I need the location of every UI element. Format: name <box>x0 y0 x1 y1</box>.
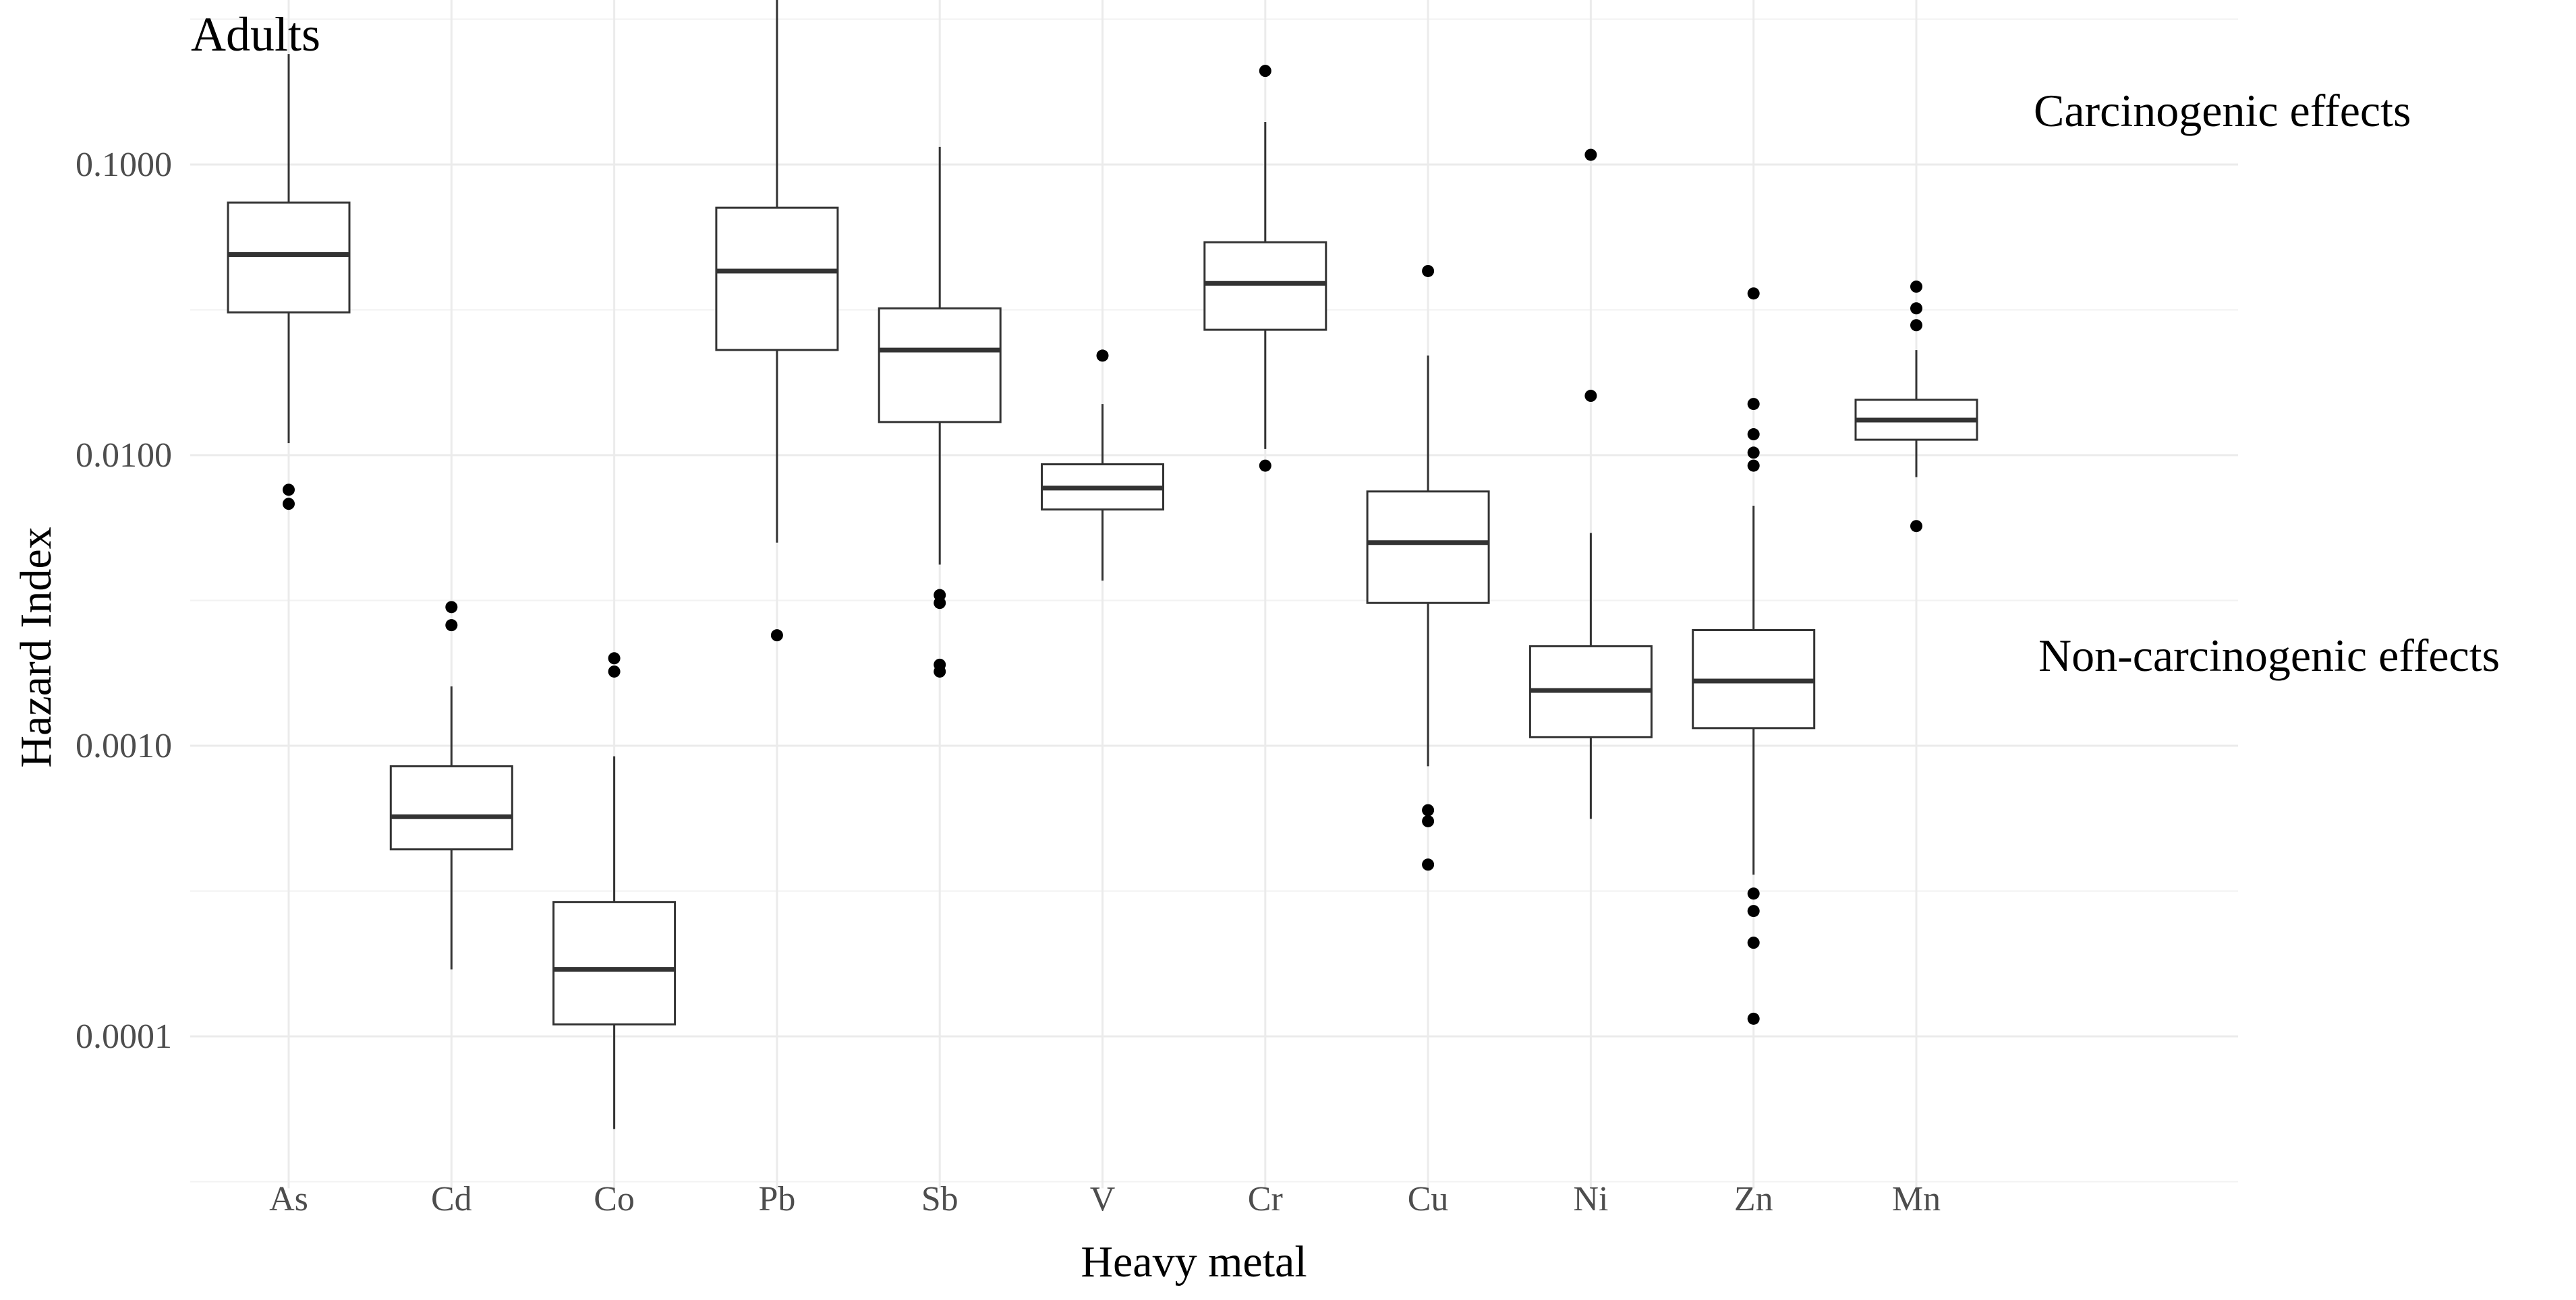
y-tick-label: 0.0001 <box>76 1017 172 1056</box>
box-v <box>1041 349 1164 581</box>
outlier-point <box>283 498 295 510</box>
x-axis-title: Heavy metal <box>1081 1237 1307 1287</box>
x-tick-label: Sb <box>921 1180 958 1218</box>
x-tick-label: Zn <box>1734 1180 1773 1218</box>
outlier-point <box>934 658 946 671</box>
outlier-point <box>608 652 621 665</box>
box-co <box>552 652 677 1129</box>
outlier-point <box>1096 349 1109 362</box>
outlier-point <box>1422 815 1435 827</box>
x-tick-label: V <box>1090 1180 1116 1218</box>
box-iqr <box>1366 490 1490 604</box>
x-tick-label: Cu <box>1408 1180 1449 1218</box>
outlier-point <box>1910 520 1922 533</box>
box-iqr <box>1203 241 1327 331</box>
outlier-point <box>608 665 621 678</box>
outlier-point <box>1422 804 1435 817</box>
x-tick-label: Mn <box>1892 1180 1941 1218</box>
boxes <box>227 0 1978 1129</box>
outlier-point <box>934 589 946 601</box>
x-tick-label: Cd <box>431 1180 472 1218</box>
box-as <box>227 54 351 510</box>
outlier-point <box>1747 937 1760 949</box>
x-tick-label: Cr <box>1248 1180 1283 1218</box>
outlier-point <box>1910 280 1922 293</box>
box-iqr <box>389 765 513 851</box>
x-tick-label: Pb <box>758 1180 795 1218</box>
y-tick-label: 0.0010 <box>76 727 172 765</box>
grid <box>190 0 2238 1189</box>
box-sb <box>878 146 1002 678</box>
box-ni <box>1528 148 1653 819</box>
box-iqr <box>552 901 677 1026</box>
x-tick-label: Ni <box>1573 1180 1608 1218</box>
outlier-point <box>1747 887 1760 900</box>
outlier-point <box>1747 905 1760 918</box>
outlier-point <box>1747 459 1760 472</box>
chart-title: Adults <box>191 7 320 61</box>
outlier-point <box>1747 287 1760 300</box>
outlier-point <box>1422 858 1435 871</box>
outlier-point <box>1747 428 1760 441</box>
annotation-carcinogenic: Carcinogenic effects <box>2034 85 2411 136</box>
box-pb <box>715 0 839 642</box>
outlier-point <box>1259 459 1271 472</box>
outlier-point <box>1910 302 1922 315</box>
outlier-point <box>1747 1012 1760 1025</box>
y-tick-label: 0.0100 <box>76 436 172 475</box>
y-tick-label: 0.1000 <box>76 146 172 184</box>
box-zn <box>1692 287 1816 1025</box>
box-mn <box>1854 280 1978 533</box>
outlier-point <box>283 483 295 496</box>
x-axis-ticks: As Cd Co Pb Sb V Cr Cu Ni Zn Mn <box>269 1180 1941 1218</box>
outlier-point <box>1584 390 1597 403</box>
y-axis-title: Hazard Index <box>11 527 61 767</box>
outlier-point <box>1584 148 1597 161</box>
outlier-point <box>1422 264 1435 277</box>
outlier-point <box>1259 65 1271 78</box>
box-cr <box>1203 65 1327 472</box>
outlier-point <box>770 629 783 642</box>
box-cu <box>1366 264 1490 871</box>
box-iqr <box>715 206 839 351</box>
box-cd <box>389 601 513 970</box>
x-tick-label: As <box>269 1180 308 1218</box>
x-tick-label: Co <box>594 1180 635 1218</box>
outlier-point <box>445 619 458 632</box>
box-iqr <box>227 201 351 314</box>
outlier-point <box>445 601 458 614</box>
outlier-point <box>1747 398 1760 411</box>
annotation-non-carcinogenic: Non-carcinogenic effects <box>2038 630 2500 681</box>
outlier-point <box>1910 319 1922 332</box>
outlier-point <box>1747 446 1760 459</box>
box-iqr <box>878 307 1002 423</box>
